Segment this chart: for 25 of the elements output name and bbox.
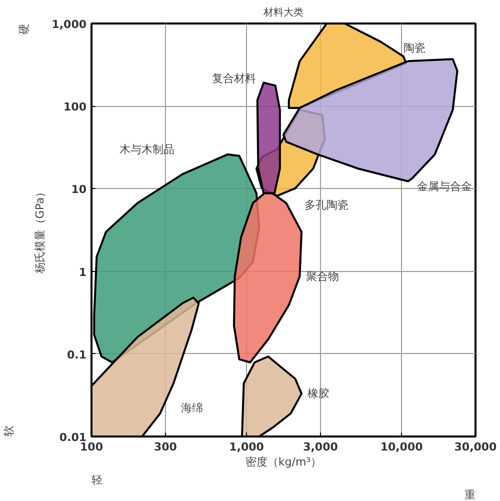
x-axis-title: 密度（kg/m³） (245, 456, 322, 468)
y-axis-title: 杨氏模量（GPa） (34, 186, 47, 275)
x-tick-label: 1,000 (229, 440, 264, 454)
series-label: 金属与合金 (416, 180, 472, 194)
series-label: 陶瓷 (403, 42, 426, 55)
y-tick-label: 1 (78, 266, 86, 279)
text: 软 (2, 426, 16, 436)
series-label: 木与木制品 (119, 142, 174, 156)
series-label: 海绵 (181, 402, 204, 415)
series-label: 多孔陶瓷 (304, 198, 349, 212)
x-tick-label: 10,000 (380, 440, 424, 454)
y-tick-label: 100 (64, 100, 87, 114)
text: 硬 (18, 24, 30, 34)
y-tick-label: 10 (71, 183, 87, 196)
series-label: 复合材料 (212, 72, 256, 86)
x-tick-label: 300 (154, 440, 178, 454)
x-tick-label: 3,000 (303, 440, 338, 454)
series-label: 聚合物 (306, 270, 339, 283)
series-label: 橡胶 (308, 387, 330, 400)
x-tick-label: 30,000 (454, 440, 498, 454)
chart-title: 材料大类 (262, 6, 304, 18)
text: 轻 (92, 474, 102, 486)
y-tick-label: 0.1 (67, 348, 87, 362)
y-tick-label: 1,000 (52, 18, 87, 31)
text: 重 (464, 488, 476, 501)
